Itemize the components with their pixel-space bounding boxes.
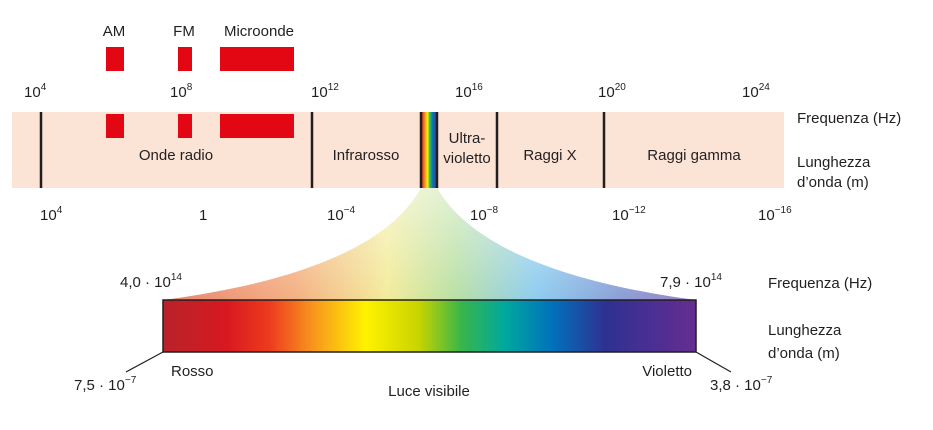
region-ultravioletto-line1: Ultra-	[449, 130, 486, 147]
microonde-marker-band	[220, 114, 294, 138]
visible-wavelength-label-line1: Lunghezza	[768, 322, 842, 339]
visible-frequency-label: Frequenza (Hz)	[768, 275, 872, 292]
wl-tick-1e4: 104	[40, 205, 63, 224]
microonde-marker-top	[220, 47, 294, 71]
visible-fan-highlight	[163, 188, 696, 300]
am-marker-top	[106, 47, 124, 71]
region-ultravioletto-line2: violetto	[443, 150, 491, 167]
am-label: AM	[103, 23, 126, 40]
fm-marker-top	[178, 47, 192, 71]
freq-tick-1e20: 1020	[598, 82, 626, 101]
wl-tick-1: 1	[199, 207, 207, 224]
wavelength-axis-label-line2: d’onda (m)	[797, 174, 869, 191]
frequency-axis-label: Frequenza (Hz)	[797, 110, 901, 127]
region-dividers	[39, 112, 606, 188]
visible-wl-low: 7,5 · 10−7	[74, 375, 137, 394]
visible-freq-high: 7,9 · 1014	[660, 272, 722, 291]
wl-high-leader	[695, 351, 732, 373]
region-onde-radio: Onde radio	[139, 147, 213, 164]
fm-label: FM	[173, 23, 195, 40]
wl-tick-1e-16: 10−16	[758, 205, 792, 224]
region-raggi-gamma: Raggi gamma	[647, 147, 741, 164]
wavelength-axis-label-line1: Lunghezza	[797, 154, 871, 171]
violetto-label: Violetto	[642, 363, 692, 380]
visible-sliver	[421, 112, 437, 188]
region-raggi-x: Raggi X	[523, 147, 576, 164]
wl-low-leader	[125, 351, 164, 373]
freq-tick-1e8: 108	[170, 82, 193, 101]
fm-marker-band	[178, 114, 192, 138]
visible-freq-low: 4,0 · 1014	[120, 272, 182, 291]
freq-tick-1e4: 104	[24, 82, 47, 101]
freq-tick-1e16: 1016	[455, 82, 483, 101]
microonde-label: Microonde	[224, 23, 294, 40]
spectrum-band	[12, 112, 784, 188]
luce-visibile-title: Luce visibile	[388, 383, 470, 400]
wl-tick-1e-12: 10−12	[612, 205, 646, 224]
visible-wavelength-label-line2: d’onda (m)	[768, 345, 840, 362]
wl-tick-1e-8: 10−8	[470, 205, 499, 224]
visible-spectrum-bar	[162, 299, 697, 353]
rosso-label: Rosso	[171, 363, 214, 380]
visible-wl-high: 3,8 · 10−7	[710, 375, 773, 394]
am-marker-band	[106, 114, 124, 138]
freq-tick-1e12: 1012	[311, 82, 339, 101]
region-infrarosso: Infrarosso	[333, 147, 400, 164]
freq-tick-1e24: 1024	[742, 82, 770, 101]
wl-tick-1e-4: 10−4	[327, 205, 356, 224]
